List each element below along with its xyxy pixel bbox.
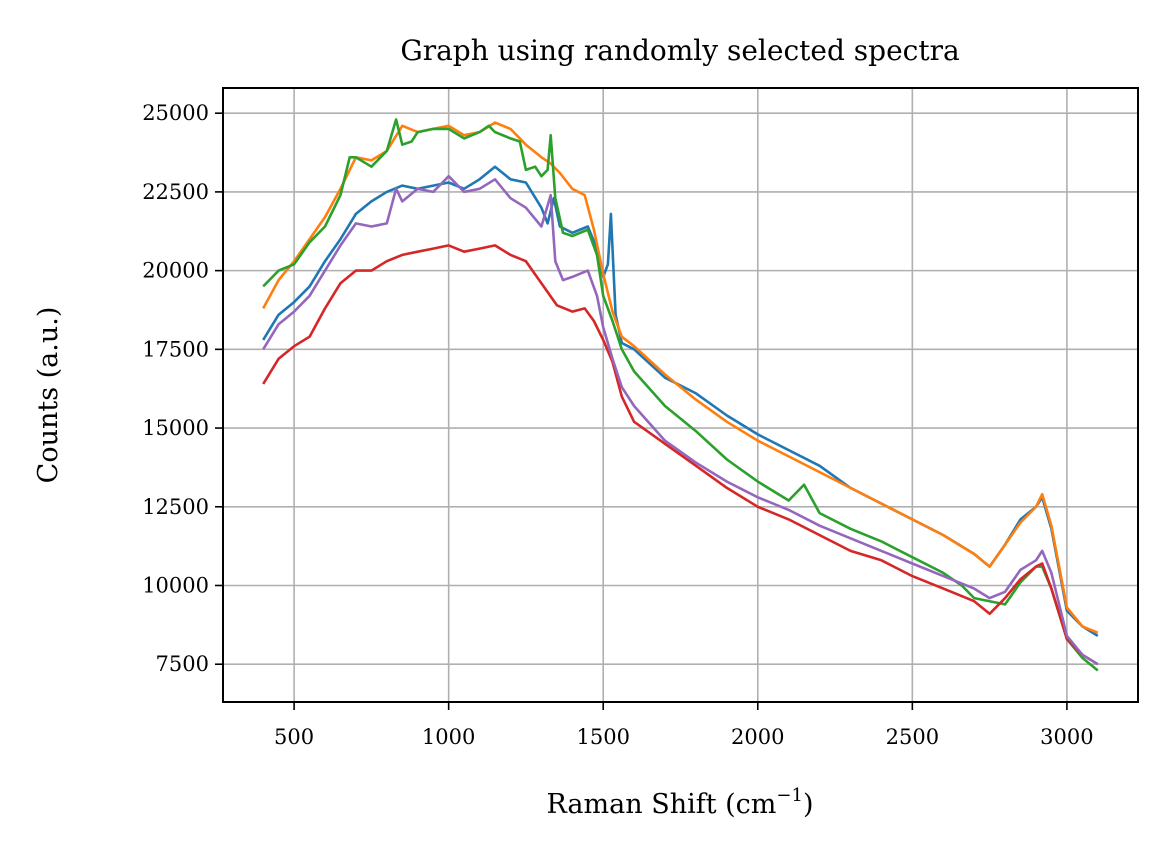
y-tick-label: 12500 [142,495,209,519]
chart-title: Graph using randomly selected spectra [400,34,959,67]
plot-frame [222,87,1139,703]
y-tick-label: 20000 [142,259,209,283]
x-tick-label: 1500 [576,725,629,749]
series-line-4 [262,244,1099,666]
x-tick-label: 1000 [422,725,475,749]
x-tick-label: 2500 [886,725,939,749]
x-tick-label: 3000 [1040,725,1093,749]
y-tick-label: 15000 [142,416,209,440]
series-line-1 [262,165,1099,638]
y-tick-label: 7500 [156,652,209,676]
y-tick-label: 17500 [142,337,209,361]
y-tick-label: 22500 [142,180,209,204]
y-tick-label: 25000 [142,101,209,125]
x-tick-label: 2000 [731,725,784,749]
series-line-2 [262,121,1099,634]
ticks: 500 1000 1500 2000 2500 3000 7500 10000 12500 150… [142,101,1093,749]
series-group [262,118,1099,672]
y-axis-label: Counts (a.u.) [33,307,64,484]
series-line-5 [262,174,1099,666]
y-tick-label: 10000 [142,573,209,597]
grid [223,88,1138,702]
x-axis-label: Raman Shift (cm−1) [546,785,813,820]
x-tick-label: 500 [274,725,314,749]
